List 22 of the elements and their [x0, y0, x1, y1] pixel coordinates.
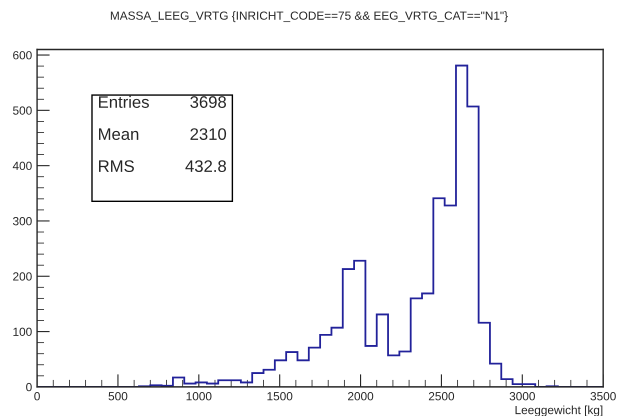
x-tick-label: 3500: [590, 392, 616, 400]
x-tick-label: 0: [34, 392, 40, 400]
y-tick-label: 600: [13, 51, 32, 60]
x-tick-label: 3000: [510, 392, 535, 400]
y-tick-label: 0: [26, 382, 32, 392]
y-tick-label: 100: [13, 328, 32, 336]
x-tick-label: 500: [108, 392, 128, 400]
annotation: RMS: [99, 160, 134, 172]
annotation: 2310: [190, 128, 226, 140]
y-tick-label: 300: [12, 216, 32, 226]
x-tick-label: 2500: [428, 392, 454, 400]
chart-title: MASSA_LEEG_VRTG {INRICHT_CODE==75 && EEG_VRTG_CAT=="N1"}: [110, 11, 508, 22]
x-tick-label: 1500: [267, 392, 292, 400]
annotation: Entries: [99, 96, 149, 108]
y-tick-label: 200: [13, 272, 32, 281]
y-tick-label: 500: [12, 106, 32, 115]
y-tick-label: 400: [12, 162, 32, 170]
x-tick-label: 1000: [186, 392, 212, 400]
annotation: 3698: [190, 96, 226, 108]
annotation: 432.8: [185, 160, 226, 172]
annotation: Mean: [99, 128, 138, 140]
x-tick-label: 2000: [348, 392, 374, 400]
